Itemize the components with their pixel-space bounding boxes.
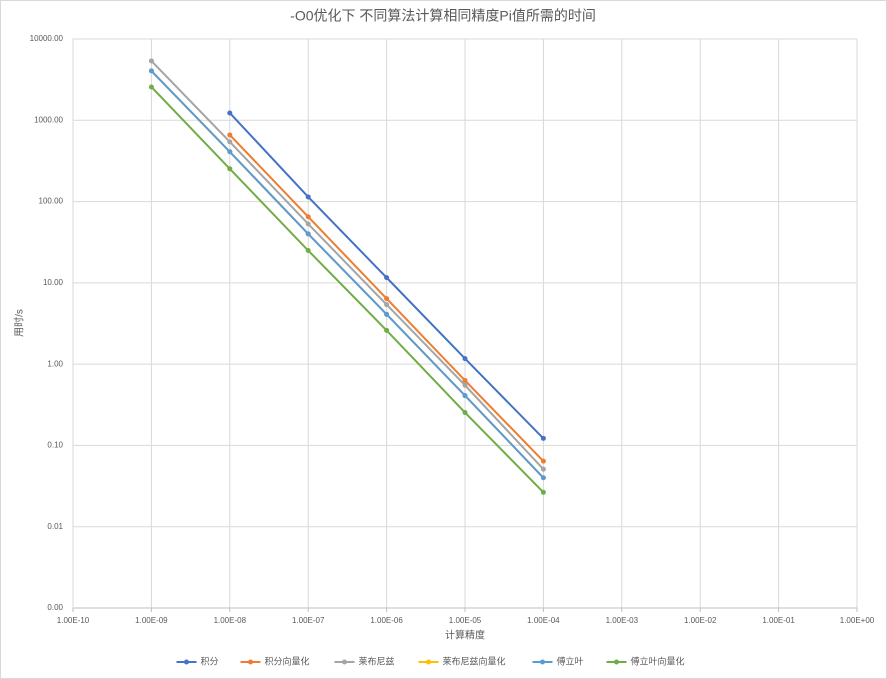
data-point	[305, 248, 311, 254]
data-point	[305, 231, 311, 237]
x-tick-label: 1.00E-04	[527, 616, 560, 625]
data-point	[540, 458, 546, 464]
legend-marker	[184, 659, 189, 665]
data-point	[384, 275, 390, 281]
data-point	[227, 166, 233, 172]
legend-label: 傅立叶	[557, 655, 584, 666]
y-tick-label: 10000.00	[30, 34, 64, 43]
legend-label: 傅立叶向量化	[631, 655, 685, 666]
data-point	[305, 214, 311, 220]
x-tick-label: 1.00E-05	[449, 616, 482, 625]
legend-marker	[614, 659, 619, 665]
data-point	[305, 221, 311, 227]
data-point	[462, 356, 468, 362]
data-point	[148, 84, 154, 90]
legend-marker	[342, 659, 347, 665]
x-tick-label: 1.00E-08	[214, 616, 247, 625]
x-tick-label: 1.00E-02	[684, 616, 717, 625]
x-tick-label: 1.00E-07	[292, 616, 325, 625]
data-point	[148, 68, 154, 74]
legend-marker	[248, 659, 253, 665]
data-point	[384, 302, 390, 308]
x-axis-label: 计算精度	[445, 629, 485, 642]
legend-label: 莱布尼兹向量化	[443, 655, 506, 666]
x-tick-label: 1.00E-01	[762, 616, 795, 625]
data-point	[540, 489, 546, 495]
chart-title: -O0优化下 不同算法计算相同精度Pi值所需的时间	[290, 8, 596, 24]
y-tick-label: 0.01	[47, 522, 63, 531]
x-tick-label: 1.00E-06	[370, 616, 403, 625]
data-point	[540, 466, 546, 472]
data-point	[384, 327, 390, 333]
x-tick-label: 1.00E-03	[606, 616, 639, 625]
y-tick-label: 0.10	[47, 441, 63, 450]
y-tick-label: 1000.00	[34, 115, 63, 124]
data-point	[227, 139, 233, 145]
data-point	[462, 382, 468, 388]
data-point	[384, 296, 390, 302]
data-point	[462, 410, 468, 416]
y-tick-label: 10.00	[43, 278, 64, 287]
series-line	[150, 86, 545, 494]
y-tick-label: 1.00	[47, 359, 63, 368]
y-tick-label: 100.00	[39, 197, 64, 206]
data-point	[540, 435, 546, 441]
legend-label: 积分	[201, 655, 219, 666]
series-line	[150, 60, 545, 470]
y-tick-label: 0.00	[47, 603, 63, 612]
data-point	[227, 149, 233, 155]
legend-label: 积分向量化	[265, 655, 310, 666]
legend-marker	[540, 659, 545, 665]
data-point	[227, 132, 233, 138]
x-tick-label: 1.00E-09	[135, 616, 168, 625]
data-point	[227, 110, 233, 116]
data-point	[540, 475, 546, 481]
data-point	[305, 194, 311, 200]
data-point	[384, 311, 390, 317]
x-tick-label: 1.00E+00	[840, 616, 875, 625]
y-axis-label: 用时/s	[14, 309, 26, 337]
data-point	[462, 377, 468, 383]
x-tick-label: 1.00E-10	[57, 616, 90, 625]
legend-marker	[426, 659, 431, 665]
legend-label: 莱布尼兹	[359, 655, 395, 666]
data-point	[462, 393, 468, 399]
series-line	[150, 70, 545, 479]
data-point	[148, 58, 154, 64]
